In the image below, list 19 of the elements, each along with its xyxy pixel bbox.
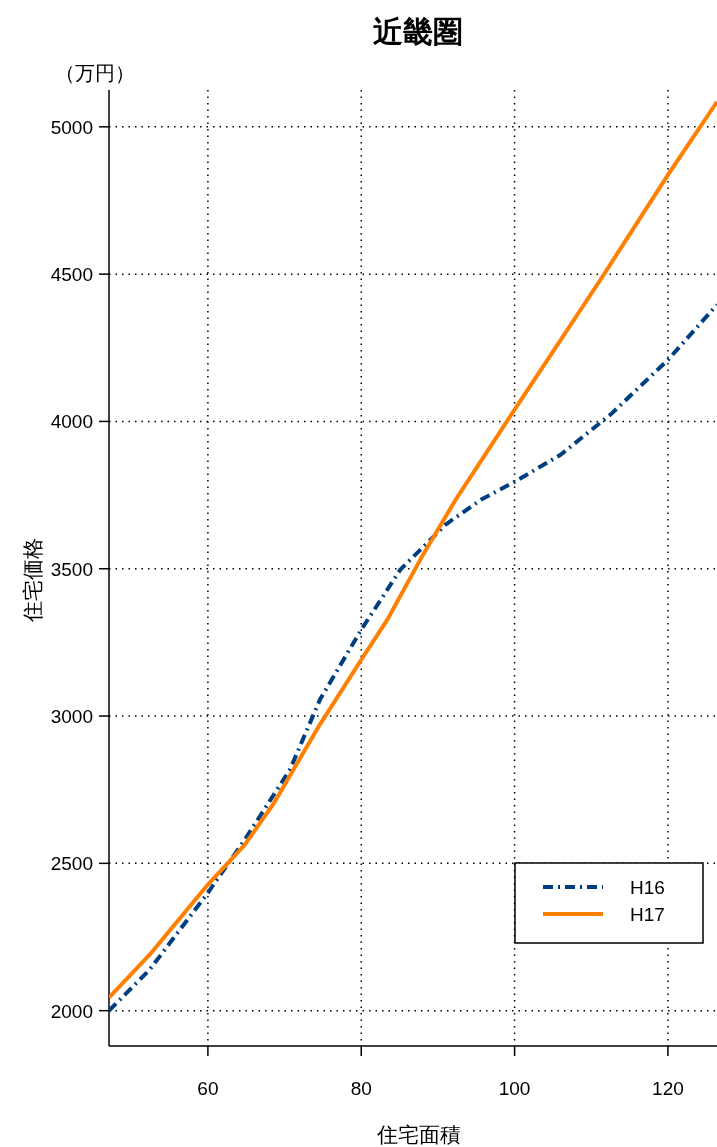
y-tick-label: 3000 [50,706,93,728]
x-tick-label: 120 [652,1078,684,1099]
chart-title: 近畿圏 [373,15,463,48]
x-axis-title: 住宅面積 [376,1123,461,1146]
y-axis-title: 住宅価格 [21,538,44,623]
legend-label: H17 [630,904,665,925]
legend-label: H16 [630,877,665,898]
x-tick-label: 80 [350,1078,372,1099]
line-series [109,99,717,1000]
text: （万円） [55,62,135,84]
y-tick-label: 4500 [50,264,93,286]
line-series [109,302,717,1013]
y-tick-label: 4000 [50,411,93,433]
x-tick-label: 100 [498,1078,531,1099]
y-tick-label: 5000 [50,116,93,138]
y-tick-label: 2500 [50,853,93,875]
y-tick-label: 2000 [50,1000,93,1022]
x-tick-label: 60 [197,1078,219,1099]
y-tick-label: 3500 [50,558,93,580]
